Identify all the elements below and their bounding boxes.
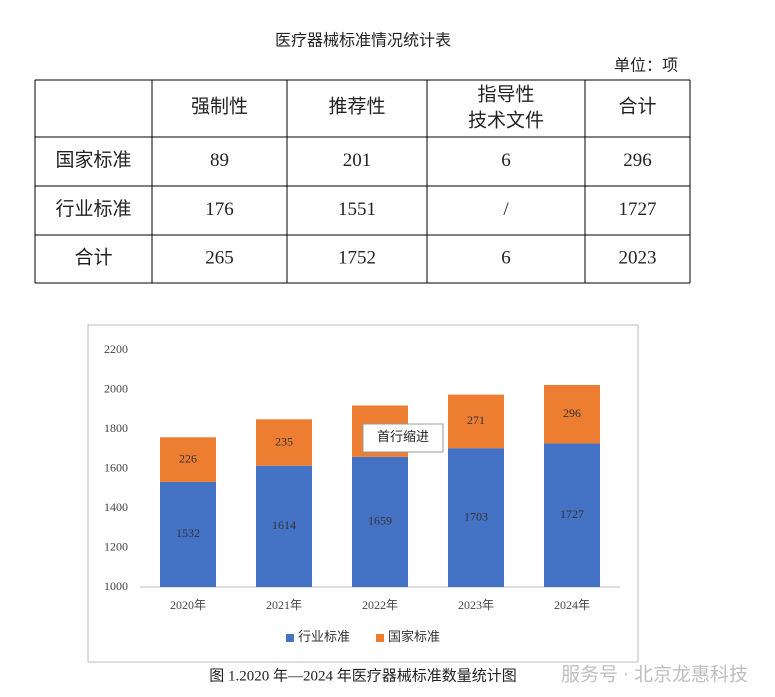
cell: 6 [501, 247, 511, 268]
data-label: 226 [179, 451, 197, 465]
cell: 1752 [338, 247, 376, 268]
header-cell: 合计 [618, 95, 656, 117]
legend-label: 行业标准 [298, 629, 350, 644]
bar-segment [256, 419, 312, 466]
cell: 201 [343, 150, 372, 171]
bar-segment [448, 394, 504, 449]
cell: 176 [205, 199, 234, 220]
data-label: 296 [563, 406, 581, 420]
bar-segment [256, 465, 312, 587]
row-label: 国家标准 [55, 149, 131, 171]
y-tick-label: 2200 [104, 342, 128, 356]
x-tick-label: 2020年 [170, 598, 206, 612]
x-tick-label: 2022年 [362, 598, 398, 612]
y-tick-label: 1800 [104, 421, 128, 435]
cell: 1727 [619, 199, 657, 220]
legend-swatch [376, 634, 384, 642]
y-tick-label: 2000 [104, 381, 128, 395]
bar-segment [160, 481, 216, 587]
bar-segment [160, 437, 216, 482]
cell: 89 [210, 150, 229, 171]
x-tick-label: 2021年 [266, 598, 302, 612]
cell: / [503, 199, 509, 220]
overlay-text: 首行缩进 [377, 429, 429, 444]
data-label: 235 [275, 434, 293, 448]
data-label: 1614 [272, 518, 296, 532]
header-cell: 技术文件 [468, 109, 544, 131]
x-tick-label: 2024年 [554, 598, 590, 612]
bar-segment [352, 456, 408, 587]
data-label: 1532 [176, 526, 200, 540]
header-cell: 强制性 [191, 95, 248, 117]
row-label: 合计 [74, 246, 112, 268]
unit: 单位：项 [614, 57, 678, 75]
y-tick-label: 1000 [104, 579, 128, 593]
chart-frame [87, 324, 639, 663]
watermark: 服务号 · 北京龙惠科技 [561, 663, 748, 685]
header-cell: 推荐性 [328, 95, 385, 117]
data-label: 271 [467, 413, 485, 427]
y-tick-label: 1200 [104, 539, 128, 553]
x-tick-label: 2023年 [458, 598, 494, 612]
overlay-box [362, 423, 444, 453]
y-tick-label: 1600 [104, 460, 128, 474]
data-label: 1703 [464, 509, 488, 523]
data-label: 1727 [560, 507, 584, 521]
data-label: 1659 [368, 514, 392, 528]
cell: 6 [501, 150, 511, 171]
cell: 2023 [619, 247, 657, 268]
bar-segment [448, 448, 504, 587]
row-label: 行业标准 [55, 198, 131, 220]
legend-label: 国家标准 [388, 629, 440, 644]
cell: 265 [205, 247, 234, 268]
caption: 图 1.2020 年—2024 年医疗器械标准数量统计图 [209, 667, 517, 684]
bar-segment [544, 384, 600, 444]
y-tick-label: 1400 [104, 500, 128, 514]
header-cell: 指导性 [477, 83, 534, 105]
legend-swatch [286, 634, 294, 642]
cell: 1551 [338, 199, 376, 220]
bar-segment [544, 443, 600, 587]
table-title: 医疗器械标准情况统计表 [275, 32, 451, 50]
cell: 296 [623, 150, 652, 171]
